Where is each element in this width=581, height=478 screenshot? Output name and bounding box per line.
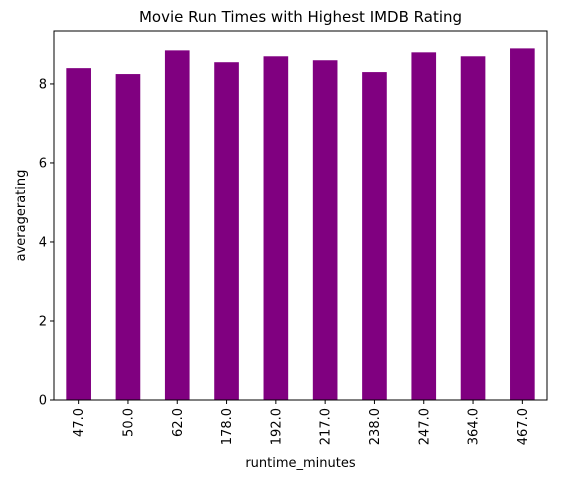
- plot-frame: [53, 30, 548, 401]
- x-ticks-group: 47.0 50.0 62.0 178.0 192.0 217.0 238.0 247.0 364…: [72, 400, 531, 445]
- x-tick-label: 62.0: [171, 408, 186, 437]
- bar: [411, 52, 437, 400]
- bar: [460, 56, 486, 400]
- bar: [164, 50, 190, 401]
- bar: [214, 62, 239, 401]
- y-ticks-group: 0 2 4 6 8: [39, 77, 54, 409]
- x-axis-label: runtime_minutes: [245, 456, 356, 471]
- x-tick-label: 238.0: [368, 408, 383, 445]
- y-tick-label: 0: [39, 394, 47, 409]
- bar: [66, 68, 91, 400]
- bar: [312, 60, 338, 401]
- x-tick-label: 467.0: [516, 408, 531, 445]
- bar: [115, 74, 141, 400]
- y-axis-label: averagerating: [14, 170, 29, 262]
- y-tick-label: 4: [39, 235, 47, 250]
- y-tick-label: 2: [39, 314, 47, 329]
- x-tick-label: 47.0: [72, 408, 87, 437]
- x-tick-label: 247.0: [417, 408, 432, 445]
- x-tick-label: 217.0: [319, 408, 334, 445]
- bar: [510, 48, 535, 400]
- bar: [362, 72, 387, 400]
- x-tick-label: 50.0: [121, 408, 136, 437]
- y-tick-label: 6: [39, 156, 47, 171]
- x-tick-label: 364.0: [467, 408, 482, 445]
- bar: [263, 56, 289, 400]
- x-tick-label: 178.0: [220, 408, 235, 445]
- x-tick-label: 192.0: [269, 408, 284, 445]
- chart-title: Movie Run Times with Highest IMDB Rating: [139, 8, 462, 26]
- bars-group: [66, 48, 535, 401]
- y-tick-label: 8: [39, 77, 47, 92]
